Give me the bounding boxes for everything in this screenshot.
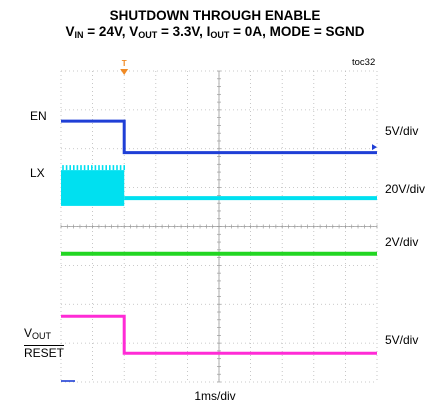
vout-sub: OUT bbox=[32, 331, 52, 341]
channel-label-reset: RESET bbox=[24, 345, 65, 360]
vout-label: V bbox=[129, 24, 139, 39]
grid bbox=[60, 70, 378, 383]
markers: T bbox=[61, 59, 377, 382]
chart-title: SHUTDOWN THROUGH ENABLE bbox=[109, 8, 321, 23]
channel-label-lx: LX bbox=[30, 166, 45, 180]
channel-label-vout: VOUT bbox=[24, 326, 51, 341]
en-level-marker-icon bbox=[372, 144, 377, 151]
mode-text: MODE = SGND bbox=[269, 24, 365, 39]
trace-lx-switching bbox=[61, 170, 125, 206]
vin-subscript: IN bbox=[74, 30, 84, 40]
x-axis-label: 1ms/div bbox=[194, 389, 236, 403]
vin-value: = 24V, bbox=[83, 24, 130, 39]
channel-label-en: EN bbox=[30, 109, 47, 123]
iout-label: I bbox=[206, 24, 211, 39]
trace-lx-spikes bbox=[62, 165, 125, 171]
scale-reset: 5V/div bbox=[385, 333, 419, 347]
figure-id: toc32 bbox=[352, 57, 376, 68]
vout-main: V bbox=[24, 326, 33, 340]
iout-subscript: OUT bbox=[210, 30, 230, 40]
vin-label: V bbox=[65, 24, 75, 39]
iout-value: = 0A, bbox=[229, 24, 270, 39]
scale-lx: 20V/div bbox=[385, 182, 426, 196]
traces bbox=[61, 119, 377, 355]
trace-reset bbox=[61, 314, 377, 355]
scale-en: 5V/div bbox=[385, 124, 419, 138]
trigger-marker-label: T bbox=[122, 59, 127, 68]
vout-subscript: OUT bbox=[138, 30, 158, 40]
trace-en bbox=[61, 119, 377, 155]
scale-vout: 2V/div bbox=[385, 235, 419, 249]
vout-value: = 3.3V, bbox=[157, 24, 207, 39]
chart-subtitle: VIN = 24V, VOUT = 3.3V, IOUT = 0A, MODE … bbox=[0, 24, 430, 40]
trigger-arrow-icon bbox=[120, 69, 129, 75]
